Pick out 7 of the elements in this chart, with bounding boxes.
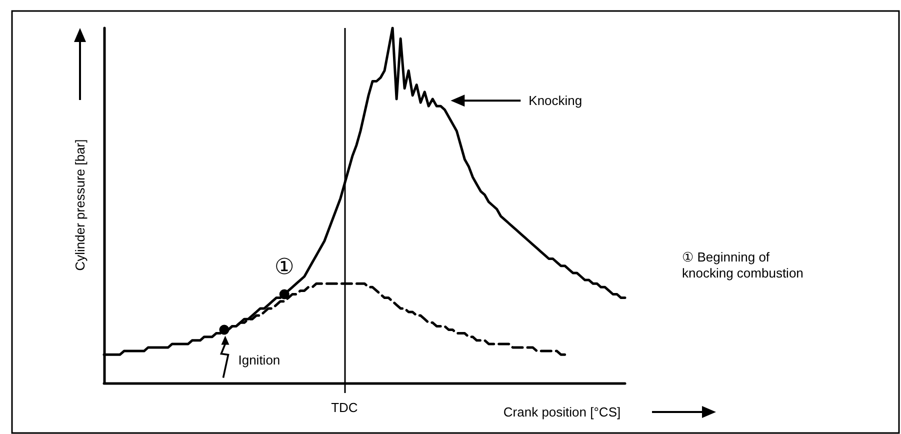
text: TDC bbox=[331, 400, 358, 415]
text: ① Beginning of knocking combustion bbox=[682, 250, 804, 280]
x-axis-title: Crank position [°CS] bbox=[503, 404, 621, 420]
annotation: Knocking bbox=[528, 93, 582, 108]
annotation: ① bbox=[274, 254, 294, 279]
annotation: Ignition bbox=[238, 352, 280, 368]
y-axis-title: Cylinder pressure [bar] bbox=[72, 139, 88, 271]
